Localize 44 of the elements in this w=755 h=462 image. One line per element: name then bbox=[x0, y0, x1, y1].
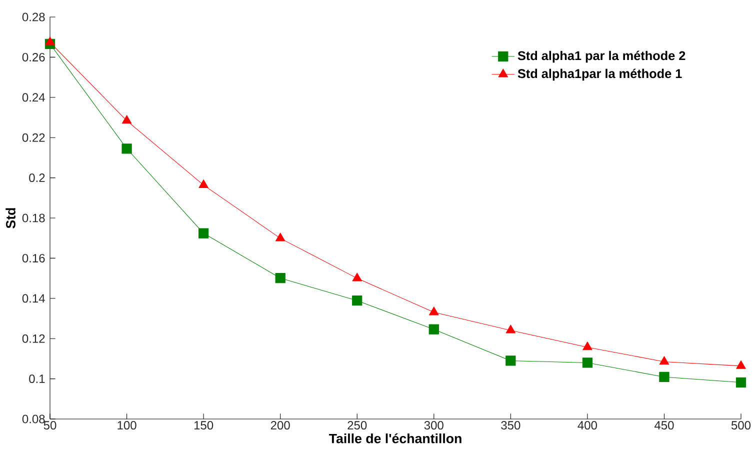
legend-label: Std alpha1 par la méthode 2 bbox=[518, 50, 686, 63]
y-tick-label: 0.14 bbox=[22, 294, 45, 303]
y-axis-title: Std bbox=[6, 208, 16, 228]
point bbox=[736, 377, 746, 388]
x-tick-label: 50 bbox=[44, 421, 56, 430]
point bbox=[198, 228, 209, 238]
point bbox=[659, 356, 670, 365]
point bbox=[659, 372, 670, 382]
y-tick-label: 0.12 bbox=[22, 334, 45, 343]
point bbox=[506, 356, 516, 366]
point bbox=[582, 342, 592, 350]
x-tick-label: 350 bbox=[501, 421, 520, 430]
y-tick-label: 0.24 bbox=[22, 93, 45, 102]
point bbox=[122, 115, 132, 124]
y-tick-label: 0.26 bbox=[22, 52, 45, 62]
point bbox=[45, 36, 55, 46]
point bbox=[506, 324, 516, 334]
point bbox=[122, 144, 132, 154]
x-tick-label: 500 bbox=[731, 421, 751, 430]
y-tick-label: 0.28 bbox=[22, 12, 45, 22]
y-tick-label: 0.1 bbox=[29, 374, 45, 384]
x-tick-label: 400 bbox=[578, 421, 597, 430]
point bbox=[736, 360, 746, 369]
point bbox=[198, 179, 208, 188]
x-tick-label: 150 bbox=[194, 421, 214, 430]
x-axis-title: Taille de l'échantillon bbox=[328, 433, 462, 444]
x-tick-label: 100 bbox=[118, 421, 136, 430]
point bbox=[275, 232, 286, 242]
point bbox=[352, 272, 362, 282]
y-tick-label: 0.22 bbox=[22, 133, 45, 142]
point bbox=[428, 324, 439, 334]
x-tick-label: 200 bbox=[270, 421, 290, 430]
y-tick-label: 0.18 bbox=[22, 214, 45, 222]
x-tick-label: 250 bbox=[348, 421, 367, 430]
y-tick-label: 0.16 bbox=[22, 254, 45, 262]
point bbox=[582, 358, 593, 368]
legend-label: Std alpha1par la méthode 1 bbox=[518, 68, 682, 81]
x-tick-label: 300 bbox=[424, 421, 444, 430]
y-tick-label: 0.2 bbox=[29, 174, 45, 182]
y-tick-label: 0.08 bbox=[22, 414, 45, 424]
point bbox=[275, 273, 286, 284]
point bbox=[352, 296, 362, 306]
point bbox=[429, 306, 439, 316]
x-tick-label: 450 bbox=[654, 421, 674, 430]
